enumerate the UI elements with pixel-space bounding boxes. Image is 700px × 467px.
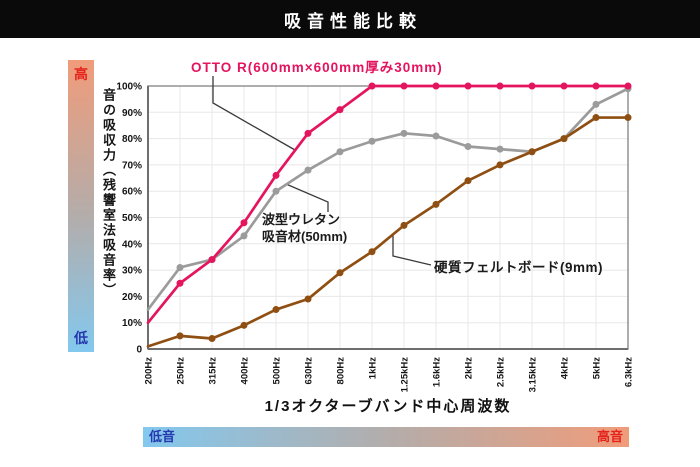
data-point [496, 161, 504, 169]
data-point [496, 145, 504, 153]
svg-text:250Hz: 250Hz [176, 357, 187, 385]
svg-text:50%: 50% [122, 213, 142, 224]
svg-text:40%: 40% [122, 239, 142, 250]
svg-text:70%: 70% [122, 160, 142, 171]
svg-text:60%: 60% [122, 187, 142, 198]
data-point [304, 129, 312, 137]
series-label-felt: 硬質フェルトボード(9mm) [434, 260, 604, 275]
data-point [400, 129, 408, 137]
svg-text:2.5kHz: 2.5kHz [496, 357, 507, 387]
data-point [400, 221, 408, 229]
svg-text:315Hz: 315Hz [208, 357, 219, 385]
data-point [336, 106, 344, 114]
data-point [336, 148, 344, 156]
data-point [528, 82, 536, 90]
data-point [272, 187, 280, 195]
svg-text:5kHz: 5kHz [592, 357, 603, 379]
data-point [592, 82, 600, 90]
data-point [496, 82, 504, 90]
svg-text:500Hz: 500Hz [272, 357, 283, 385]
svg-text:800Hz: 800Hz [336, 357, 347, 385]
data-point [624, 114, 632, 122]
data-point [240, 219, 248, 227]
series-2 [146, 114, 632, 348]
scale-high-tone-label: 高音 [596, 429, 623, 444]
svg-text:6.3kHz: 6.3kHz [624, 357, 635, 387]
absorption-heat-scale-vertical: 高 低 [68, 60, 94, 352]
svg-text:1kHz: 1kHz [368, 357, 379, 379]
svg-text:400Hz: 400Hz [240, 357, 251, 385]
svg-text:4kHz: 4kHz [560, 357, 571, 379]
data-point [368, 248, 376, 256]
svg-text:1.25kHz: 1.25kHz [400, 357, 411, 393]
scale-low-tone-label: 低音 [149, 429, 176, 444]
data-point [176, 332, 184, 340]
data-point [208, 334, 216, 342]
data-point [432, 132, 440, 140]
data-point [368, 137, 376, 145]
grid [148, 86, 628, 349]
frequency-heat-scale-horizontal: 低音 高音 [143, 427, 629, 447]
scale-high-label: 高 [74, 66, 88, 82]
data-point [272, 171, 280, 179]
data-point [208, 256, 216, 264]
svg-text:20%: 20% [122, 292, 142, 303]
data-point [240, 321, 248, 329]
data-point [240, 232, 248, 240]
svg-text:80%: 80% [122, 134, 142, 145]
svg-text:200Hz: 200Hz [144, 357, 155, 385]
series-label-otto-r: OTTO R(600mm×600mm厚み30mm) [191, 60, 443, 75]
data-point [432, 200, 440, 208]
data-point [272, 306, 280, 314]
data-point [464, 177, 472, 185]
data-point [176, 263, 184, 271]
series-0 [146, 82, 632, 325]
series-label-urethane: 波型ウレタン 吸音材(50mm) [262, 211, 347, 245]
data-point [400, 82, 408, 90]
data-point [528, 148, 536, 156]
svg-text:3.15kHz: 3.15kHz [528, 357, 539, 393]
svg-text:90%: 90% [122, 108, 142, 119]
x-tick-labels: 200Hz 250Hz 315Hz 400Hz 500Hz 630Hz 800Hz 1kHz 1… [144, 357, 635, 393]
data-point [592, 100, 600, 108]
data-point [624, 82, 632, 90]
svg-text:100%: 100% [116, 82, 142, 93]
y-tick-labels: 100% 90% 80% 70% 60% 50% 40% 30% 20% 10% 0 [116, 82, 142, 356]
data-point [176, 279, 184, 287]
series-label-urethane-line1: 波型ウレタン [262, 212, 341, 227]
data-point [592, 114, 600, 122]
page-title: 吸音性能比較 [284, 11, 422, 31]
scale-low-label: 低 [74, 330, 88, 346]
svg-text:1.6kHz: 1.6kHz [432, 357, 443, 387]
svg-text:10%: 10% [122, 318, 142, 329]
y-axis-title: 音の吸収力（残響室法吸音率） [101, 88, 116, 298]
data-point [560, 135, 568, 143]
svg-text:30%: 30% [122, 266, 142, 277]
x-axis-title: 1/3オクターブバンド中心周波数 [264, 398, 512, 415]
data-point [464, 82, 472, 90]
data-point [304, 295, 312, 303]
data-point [336, 269, 344, 277]
svg-text:630Hz: 630Hz [304, 357, 315, 385]
data-point [560, 82, 568, 90]
series-label-urethane-line2: 吸音材(50mm) [262, 229, 348, 244]
data-point [368, 82, 376, 90]
data-point [432, 82, 440, 90]
annotation-pointers [212, 76, 432, 266]
svg-text:0: 0 [136, 345, 142, 356]
data-point [464, 142, 472, 150]
data-point [304, 166, 312, 174]
header-bar: 吸音性能比較 [0, 0, 700, 38]
svg-text:2kHz: 2kHz [464, 357, 475, 379]
